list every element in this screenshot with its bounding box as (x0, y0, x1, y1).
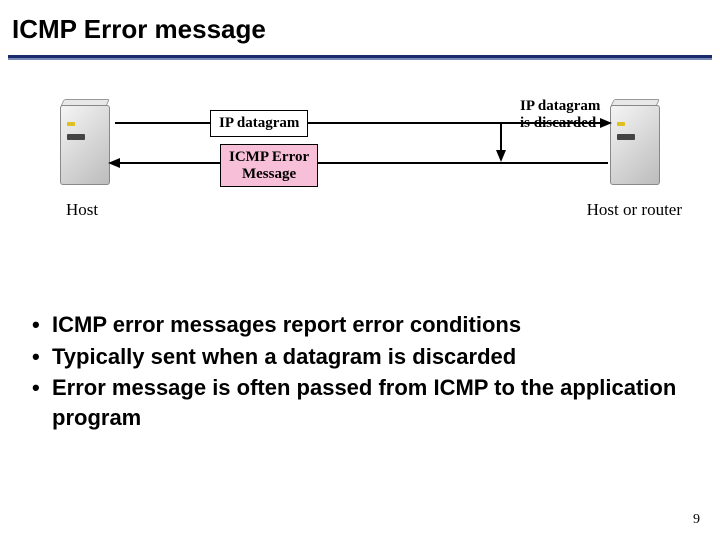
discarded-label: IP datagram is discarded (520, 98, 600, 133)
page-number: 9 (693, 512, 700, 528)
icmp-error-arrow (118, 162, 608, 164)
router-label: Host or router (587, 200, 682, 220)
discard-arrow (500, 122, 502, 152)
host-label: Host (66, 200, 98, 220)
host-server-icon (60, 105, 110, 185)
icmp-error-line2: Message (229, 166, 309, 183)
discarded-line2: is discarded (520, 115, 600, 132)
arrow-head-down-icon (496, 150, 506, 162)
title-underline (8, 55, 712, 60)
slide: ICMP Error message IP datagram (0, 0, 720, 540)
bullet-item: ICMP error messages report error conditi… (28, 310, 692, 340)
discarded-line1: IP datagram (520, 98, 600, 115)
icmp-error-line1: ICMP Error (229, 149, 309, 166)
router-server-icon (610, 105, 660, 185)
ip-datagram-label: IP datagram (219, 115, 299, 131)
diagram-area: IP datagram IP datagram is discarded ICM… (60, 100, 660, 270)
arrow-head-right-icon (600, 118, 612, 128)
bullet-list: ICMP error messages report error conditi… (28, 310, 692, 435)
bullet-item: Typically sent when a datagram is discar… (28, 342, 692, 372)
slide-title: ICMP Error message (0, 0, 720, 45)
ip-datagram-box: IP datagram (210, 110, 308, 137)
arrow-head-left-icon (108, 158, 120, 168)
bullet-item: Error message is often passed from ICMP … (28, 373, 692, 432)
icmp-error-box: ICMP Error Message (220, 144, 318, 187)
